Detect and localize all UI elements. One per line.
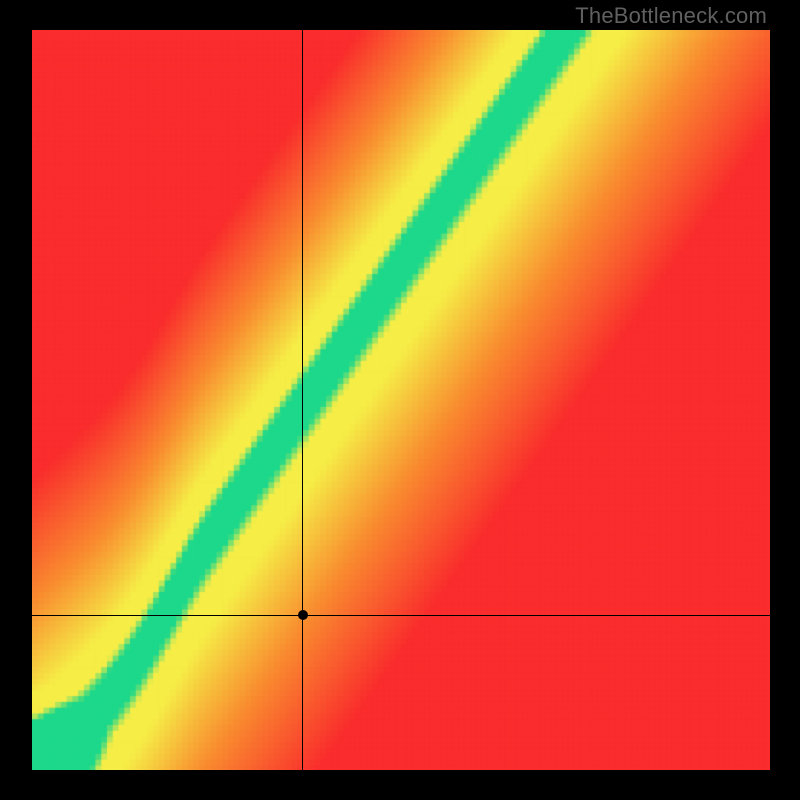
- bottleneck-heatmap: [32, 30, 770, 770]
- plot-frame-bottom: [0, 770, 800, 800]
- chart-stage: TheBottleneck.com: [0, 0, 800, 800]
- plot-frame-right: [770, 0, 800, 800]
- plot-frame-left: [0, 0, 32, 800]
- watermark-text: TheBottleneck.com: [575, 3, 767, 29]
